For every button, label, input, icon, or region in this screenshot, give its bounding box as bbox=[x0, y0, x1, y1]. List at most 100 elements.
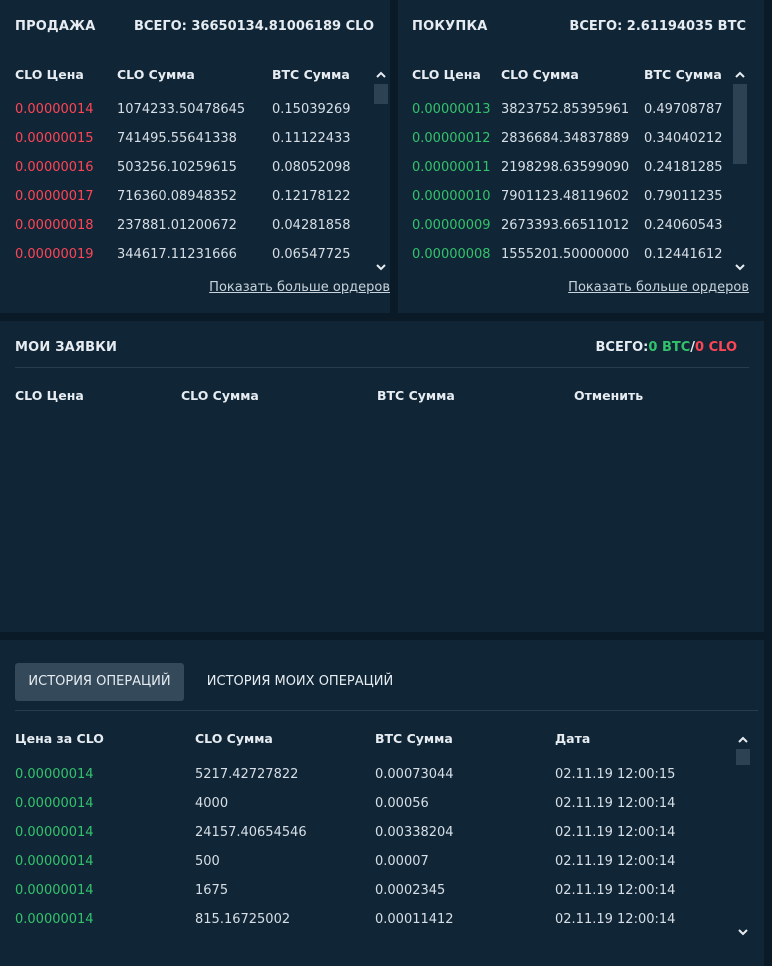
btc-amount-cell: 0.24060543 bbox=[644, 218, 723, 233]
sell-scrollbar[interactable] bbox=[374, 68, 388, 274]
history-col-clo: CLO Сумма bbox=[195, 731, 273, 746]
tab-operations-history[interactable]: ИСТОРИЯ ОПЕРАЦИЙ bbox=[15, 663, 184, 701]
clo-amount-cell: 1675 bbox=[195, 883, 229, 898]
clo-amount-cell: 237881.01200672 bbox=[117, 218, 237, 233]
price-cell: 0.00000018 bbox=[15, 218, 94, 233]
clo-amount-cell: 7901123.48119602 bbox=[501, 189, 630, 204]
buy-orders-panel: ПОКУПКА ВСЕГО: 2.61194035 BTC CLO Цена C… bbox=[398, 0, 764, 313]
clo-amount-cell: 5217.42727822 bbox=[195, 767, 299, 782]
price-cell: 0.00000014 bbox=[15, 883, 94, 898]
scrollbar-thumb[interactable] bbox=[374, 84, 388, 104]
history-panel: ИСТОРИЯ ОПЕРАЦИЙ ИСТОРИЯ МОИХ ОПЕРАЦИЙ Ц… bbox=[0, 640, 764, 966]
clo-amount-cell: 815.16725002 bbox=[195, 912, 291, 927]
my-orders-total-separator: / bbox=[690, 340, 696, 355]
clo-amount-cell: 1074233.50478645 bbox=[117, 102, 246, 117]
chevron-up-icon[interactable] bbox=[374, 70, 388, 80]
price-cell: 0.00000014 bbox=[15, 102, 94, 117]
date-cell: 02.11.19 12:00:14 bbox=[555, 854, 676, 869]
clo-amount-cell: 2673393.66511012 bbox=[501, 218, 630, 233]
buy-col-price: CLO Цена bbox=[412, 67, 481, 82]
chevron-up-icon[interactable] bbox=[733, 70, 747, 80]
scrollbar-thumb[interactable] bbox=[736, 749, 750, 765]
btc-amount-cell: 0.24181285 bbox=[644, 160, 723, 175]
date-cell: 02.11.19 12:00:14 bbox=[555, 796, 676, 811]
my-orders-total-btc: 0 BTC bbox=[648, 340, 691, 355]
history-col-price: Цена за CLO bbox=[15, 731, 104, 746]
date-cell: 02.11.19 12:00:14 bbox=[555, 912, 676, 927]
chevron-down-icon[interactable] bbox=[733, 262, 747, 272]
btc-amount-cell: 0.34040212 bbox=[644, 131, 723, 146]
btc-amount-cell: 0.06547725 bbox=[272, 247, 351, 262]
buy-col-btc: BTC Сумма bbox=[644, 67, 722, 82]
history-divider bbox=[15, 710, 758, 711]
buy-col-clo: CLO Сумма bbox=[501, 67, 579, 82]
my-orders-total-clo: 0 CLO bbox=[695, 340, 737, 355]
price-cell: 0.00000014 bbox=[15, 796, 94, 811]
btc-amount-cell: 0.04281858 bbox=[272, 218, 351, 233]
clo-amount-cell: 500 bbox=[195, 854, 220, 869]
price-cell: 0.00000015 bbox=[15, 131, 94, 146]
clo-amount-cell: 1555201.50000000 bbox=[501, 247, 630, 262]
clo-amount-cell: 2198298.63599090 bbox=[501, 160, 630, 175]
date-cell: 02.11.19 12:00:14 bbox=[555, 883, 676, 898]
buy-total: ВСЕГО: 2.61194035 BTC bbox=[569, 19, 746, 34]
tab-my-operations-history[interactable]: ИСТОРИЯ МОИХ ОПЕРАЦИЙ bbox=[206, 674, 394, 689]
btc-amount-cell: 0.08052098 bbox=[272, 160, 351, 175]
btc-amount-cell: 0.0002345 bbox=[375, 883, 446, 898]
price-cell: 0.00000014 bbox=[15, 912, 94, 927]
price-cell: 0.00000019 bbox=[15, 247, 94, 262]
clo-amount-cell: 4000 bbox=[195, 796, 229, 811]
price-cell: 0.00000008 bbox=[412, 247, 491, 262]
btc-amount-cell: 0.00073044 bbox=[375, 767, 454, 782]
history-col-btc: BTC Сумма bbox=[375, 731, 453, 746]
sell-col-btc: BTC Сумма bbox=[272, 67, 350, 82]
scrollbar-thumb[interactable] bbox=[733, 84, 747, 164]
btc-amount-cell: 0.11122433 bbox=[272, 131, 351, 146]
clo-amount-cell: 24157.40654546 bbox=[195, 825, 307, 840]
chevron-down-icon[interactable] bbox=[736, 927, 750, 937]
clo-amount-cell: 344617.11231666 bbox=[117, 247, 237, 262]
btc-amount-cell: 0.15039269 bbox=[272, 102, 351, 117]
sell-col-clo: CLO Сумма bbox=[117, 67, 195, 82]
show-more-sell-link[interactable]: Показать больше ордеров bbox=[209, 280, 390, 295]
date-cell: 02.11.19 12:00:14 bbox=[555, 825, 676, 840]
chevron-up-icon[interactable] bbox=[736, 735, 750, 745]
date-cell: 02.11.19 12:00:15 bbox=[555, 767, 676, 782]
clo-amount-cell: 716360.08948352 bbox=[117, 189, 237, 204]
btc-amount-cell: 0.12178122 bbox=[272, 189, 351, 204]
sell-orders-panel: ПРОДАЖА ВСЕГО: 36650134.81006189 CLO CLO… bbox=[0, 0, 390, 313]
btc-amount-cell: 0.12441612 bbox=[644, 247, 723, 262]
clo-amount-cell: 3823752.85395961 bbox=[501, 102, 630, 117]
my-orders-col-btc: BTC Сумма bbox=[377, 388, 455, 403]
my-orders-title: МОИ ЗАЯВКИ bbox=[15, 340, 118, 355]
my-orders-col-price: CLO Цена bbox=[15, 388, 84, 403]
my-orders-total: ВСЕГО:0 BTC/0 CLO bbox=[596, 340, 738, 355]
btc-amount-cell: 0.00007 bbox=[375, 854, 429, 869]
buy-title: ПОКУПКА bbox=[412, 19, 488, 34]
clo-amount-cell: 2836684.34837889 bbox=[501, 131, 630, 146]
history-col-date: Дата bbox=[555, 731, 591, 746]
price-cell: 0.00000014 bbox=[15, 825, 94, 840]
sell-title: ПРОДАЖА bbox=[15, 19, 96, 34]
chevron-down-icon[interactable] bbox=[374, 262, 388, 272]
clo-amount-cell: 741495.55641338 bbox=[117, 131, 237, 146]
price-cell: 0.00000011 bbox=[412, 160, 491, 175]
buy-scrollbar[interactable] bbox=[733, 68, 747, 274]
price-cell: 0.00000010 bbox=[412, 189, 491, 204]
history-scrollbar[interactable] bbox=[736, 733, 750, 939]
price-cell: 0.00000009 bbox=[412, 218, 491, 233]
show-more-buy-link[interactable]: Показать больше ордеров bbox=[568, 280, 749, 295]
btc-amount-cell: 0.00011412 bbox=[375, 912, 454, 927]
sell-col-price: CLO Цена bbox=[15, 67, 84, 82]
clo-amount-cell: 503256.10259615 bbox=[117, 160, 237, 175]
btc-amount-cell: 0.79011235 bbox=[644, 189, 723, 204]
my-orders-divider bbox=[15, 367, 749, 368]
btc-amount-cell: 0.00056 bbox=[375, 796, 429, 811]
my-orders-panel: МОИ ЗАЯВКИ ВСЕГО:0 BTC/0 CLO CLO Цена CL… bbox=[0, 321, 764, 632]
sell-total: ВСЕГО: 36650134.81006189 CLO bbox=[134, 19, 374, 34]
price-cell: 0.00000014 bbox=[15, 854, 94, 869]
price-cell: 0.00000012 bbox=[412, 131, 491, 146]
price-cell: 0.00000016 bbox=[15, 160, 94, 175]
my-orders-col-clo: CLO Сумма bbox=[181, 388, 259, 403]
price-cell: 0.00000017 bbox=[15, 189, 94, 204]
